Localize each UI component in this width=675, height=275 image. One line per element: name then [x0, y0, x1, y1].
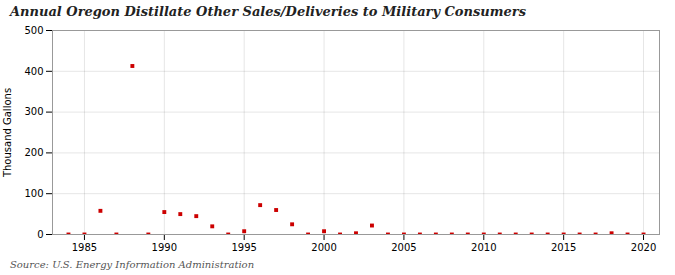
svg-text:1985: 1985	[72, 242, 97, 253]
svg-text:Thousand Gallons: Thousand Gallons	[2, 88, 13, 178]
svg-text:100: 100	[24, 188, 43, 199]
svg-text:2000: 2000	[311, 242, 336, 253]
svg-text:500: 500	[24, 25, 43, 36]
svg-text:1990: 1990	[152, 242, 177, 253]
svg-text:2010: 2010	[471, 242, 496, 253]
html-text:Annual Oregon Distillate Other: Annual Oregon Distillate Other Sales/Del…	[10, 4, 526, 19]
svg-text:2005: 2005	[391, 242, 416, 253]
svg-text:1995: 1995	[231, 242, 256, 253]
svg-text:200: 200	[24, 147, 43, 158]
svg-text:0: 0	[37, 229, 43, 240]
svg-text:2020: 2020	[631, 242, 656, 253]
svg-text:2015: 2015	[551, 242, 576, 253]
svg-text:300: 300	[24, 106, 43, 117]
svg-text:400: 400	[24, 66, 43, 77]
html-text:Source: U.S. Energy Informatio: Source: U.S. Energy Information Administ…	[10, 259, 255, 270]
